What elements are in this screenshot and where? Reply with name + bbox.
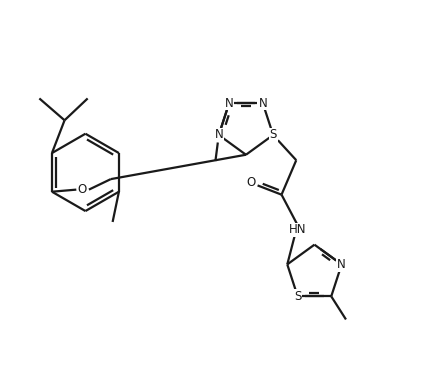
Text: O: O xyxy=(77,183,87,196)
Text: HN: HN xyxy=(289,224,306,237)
Text: S: S xyxy=(294,290,301,303)
Text: N: N xyxy=(337,258,346,271)
Text: N: N xyxy=(225,97,233,109)
Text: S: S xyxy=(269,129,277,142)
Text: N: N xyxy=(214,129,223,142)
Text: O: O xyxy=(247,176,256,189)
Text: N: N xyxy=(258,97,267,109)
